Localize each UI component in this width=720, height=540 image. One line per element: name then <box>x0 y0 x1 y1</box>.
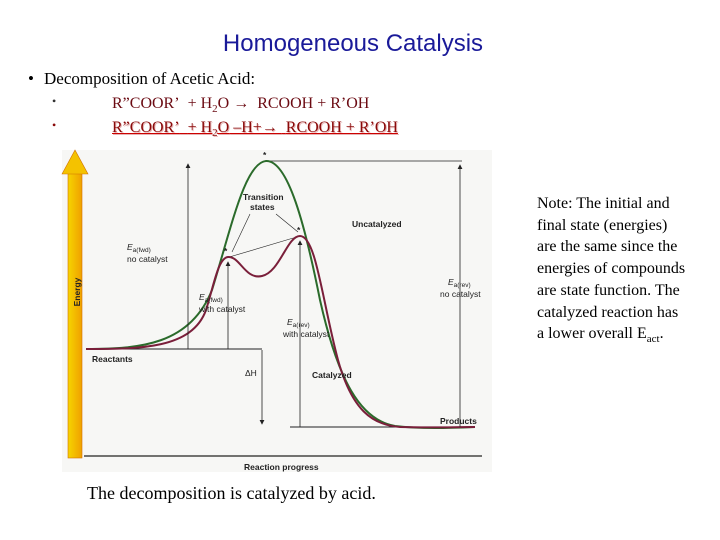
uncatalyzed-label: Uncatalyzed <box>352 219 402 229</box>
products-label: Products <box>440 416 477 426</box>
ea-rev-nocat-label: Ea(rev) no catalyst <box>440 277 481 299</box>
star-uncat: * <box>263 150 267 160</box>
cat-peak-level <box>225 235 301 259</box>
bullet-text: Decomposition of Acetic Acid: <box>44 69 256 88</box>
bullet-dot: • <box>28 69 34 88</box>
figure-background <box>62 150 492 472</box>
sub-bullet-dot: • <box>52 118 57 132</box>
star-cat-1: * <box>224 246 228 256</box>
caption: The decomposition is catalyzed by acid. <box>87 483 376 503</box>
star-cat-2: * <box>297 225 301 235</box>
equation-text: R”COOR’ + H2O –H+→ RCOOH + R’OH <box>112 119 398 140</box>
ea-rev-cat-label: Ea(rev) with catalyst <box>282 317 330 339</box>
catalyzed-curve <box>85 234 476 429</box>
reaction-progress-axis: Reaction progress <box>84 455 482 472</box>
slide-title: Homogeneous Catalysis <box>222 30 484 57</box>
transition-states-label: Transition states <box>243 192 286 212</box>
x-axis-label: Reaction progress <box>244 462 319 472</box>
sub-bullet-dot: • <box>52 94 57 108</box>
energy-axis-label: Energy <box>72 277 82 306</box>
bullet-decomposition: • Decomposition of Acetic Acid: <box>28 69 255 89</box>
ts-pointer-2 <box>275 213 299 233</box>
ts-pointer-1 <box>231 213 251 253</box>
reactants-label: Reactants <box>92 354 133 364</box>
delta-h-label: ΔH <box>245 368 257 378</box>
ea-fwd-nocat-label: Ea(fwd) no catalyst <box>127 242 168 264</box>
ea-fwd-cat-label: Ea(fwd) with catalyst <box>198 292 246 314</box>
note-text: Note: The initial and final state (energ… <box>537 195 686 346</box>
catalyzed-label: Catalyzed <box>312 370 352 380</box>
equation-text: R”COOR’ + H2O → RCOOH + R’OH <box>112 95 370 116</box>
energy-axis: Energy <box>61 149 89 459</box>
